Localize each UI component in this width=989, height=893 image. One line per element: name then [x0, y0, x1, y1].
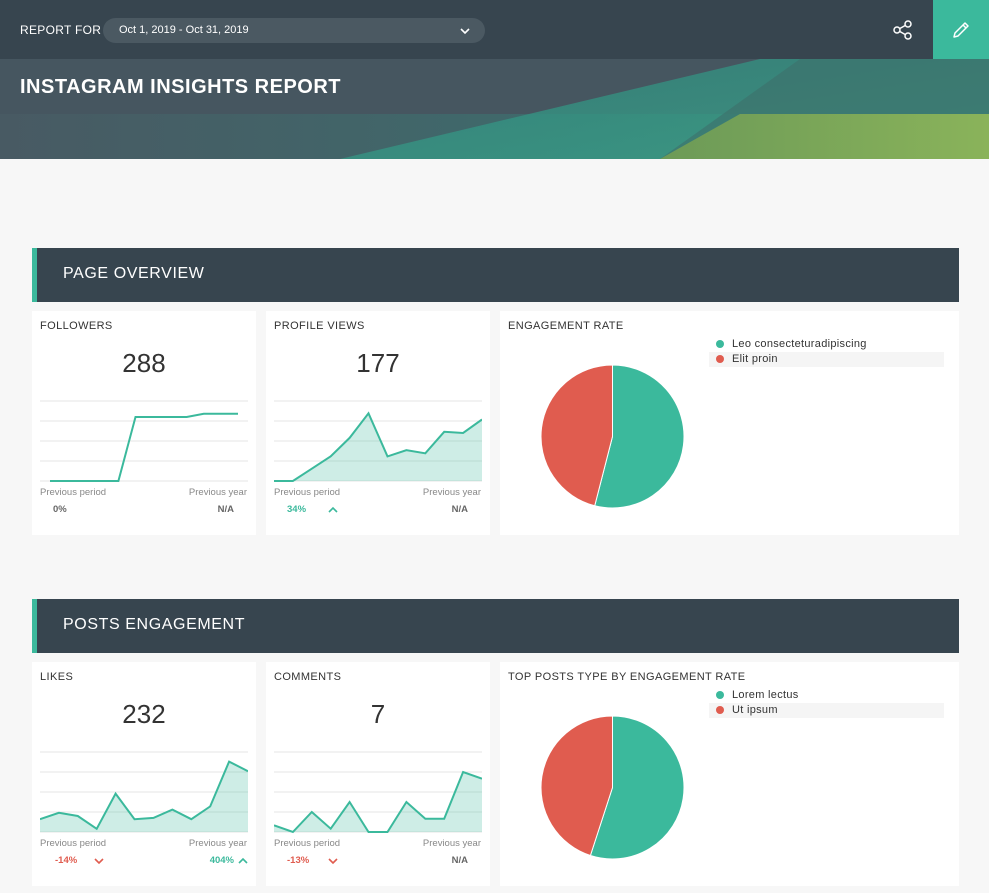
- previous-year-label: Previous year: [188, 838, 247, 849]
- top-posts-type-card: TOP POSTS TYPE BY ENGAGEMENT RATE Lorem …: [500, 662, 959, 886]
- engagement-rate-card: ENGAGEMENT RATE Leo consecteturadipiscin…: [500, 311, 959, 535]
- previous-period-label: Previous period: [40, 838, 107, 849]
- previous-period-label: Previous period: [274, 487, 341, 498]
- pie-slice: [589, 715, 685, 860]
- section-page-overview: PAGE OVERVIEW: [32, 248, 959, 302]
- comments-sparkline: [274, 751, 482, 834]
- previous-period-value: -14%: [55, 855, 78, 866]
- share-icon[interactable]: [882, 10, 922, 50]
- date-range-value: Oct 1, 2019 - Oct 31, 2019: [119, 24, 249, 36]
- legend-swatch: [716, 340, 724, 348]
- card-title: ENGAGEMENT RATE: [508, 320, 624, 332]
- pencil-icon: [953, 22, 969, 38]
- legend-label: Ut ipsum: [732, 704, 778, 716]
- engagement-rate-pie: [540, 364, 685, 509]
- pie-slice: [540, 364, 613, 507]
- sparkline-line: [274, 411, 482, 482]
- card-title: COMMENTS: [274, 671, 342, 683]
- sparkline-line: [40, 760, 248, 831]
- legend-item: Elit proin: [709, 352, 944, 367]
- previous-year-value: N/A: [451, 855, 468, 866]
- pie-slice: [540, 715, 613, 857]
- chevron-up-icon: [238, 857, 248, 864]
- sparkline-area: [274, 413, 482, 481]
- profile-views-sparkline: [274, 400, 482, 482]
- previous-period-label: Previous period: [40, 487, 107, 498]
- pie-slice: [594, 364, 685, 509]
- top-posts-type-pie: [540, 715, 685, 860]
- previous-period-value: -13%: [287, 855, 310, 866]
- previous-period-value: 34%: [287, 504, 307, 515]
- legend-label: Leo consecteturadipiscing: [732, 338, 867, 350]
- followers-value: 288: [122, 348, 166, 378]
- page-title: INSTAGRAM INSIGHTS REPORT: [20, 76, 342, 98]
- sparkline-line: [50, 412, 238, 482]
- previous-period-value: 0%: [53, 504, 67, 515]
- section-posts-engagement: POSTS ENGAGEMENT: [32, 599, 959, 653]
- comments-value: 7: [370, 699, 386, 729]
- previous-year-value: 404%: [209, 855, 234, 866]
- chevron-down-icon: [328, 858, 338, 865]
- legend-label: Elit proin: [732, 353, 778, 365]
- report-header: REPORT FOR Oct 1, 2019 - Oct 31, 2019 IN…: [0, 0, 989, 159]
- top-bar: REPORT FOR Oct 1, 2019 - Oct 31, 2019: [0, 0, 989, 59]
- section-title: PAGE OVERVIEW: [63, 265, 205, 282]
- likes-card: LIKES 232 Previous period Previous year …: [32, 662, 256, 886]
- card-title: TOP POSTS TYPE BY ENGAGEMENT RATE: [508, 671, 746, 683]
- chevron-down-icon: [460, 28, 470, 35]
- comments-card: COMMENTS 7 Previous period Previous year…: [266, 662, 490, 886]
- card-title: PROFILE VIEWS: [274, 320, 365, 332]
- previous-year-label: Previous year: [422, 487, 481, 498]
- legend-swatch: [716, 706, 724, 714]
- likes-value: 232: [122, 699, 166, 729]
- chevron-down-icon: [94, 858, 104, 865]
- profile-views-value: 177: [356, 348, 400, 378]
- likes-sparkline: [40, 751, 248, 833]
- previous-year-value: N/A: [217, 504, 234, 515]
- legend-label: Lorem lectus: [732, 689, 799, 701]
- chevron-up-icon: [328, 506, 338, 513]
- date-range-select[interactable]: Oct 1, 2019 - Oct 31, 2019: [103, 18, 485, 43]
- edit-button[interactable]: [933, 0, 989, 59]
- profile-views-card: PROFILE VIEWS 177 Previous period Previo…: [266, 311, 490, 535]
- section-title: POSTS ENGAGEMENT: [63, 616, 246, 633]
- legend-item: Leo consecteturadipiscing: [709, 337, 944, 352]
- legend-item: Ut ipsum: [709, 703, 944, 718]
- legend-swatch: [716, 355, 724, 363]
- previous-period-label: Previous period: [274, 838, 341, 849]
- previous-year-label: Previous year: [188, 487, 247, 498]
- legend-item: Lorem lectus: [709, 688, 944, 703]
- card-title: LIKES: [40, 671, 74, 683]
- previous-year-value: N/A: [451, 504, 468, 515]
- previous-year-label: Previous year: [422, 838, 481, 849]
- legend-swatch: [716, 691, 724, 699]
- sparkline-line: [274, 770, 482, 834]
- report-for-label: REPORT FOR: [20, 23, 102, 37]
- followers-sparkline: [40, 400, 248, 482]
- followers-card: FOLLOWERS 288 Previous period Previous y…: [32, 311, 256, 535]
- card-title: FOLLOWERS: [40, 320, 113, 332]
